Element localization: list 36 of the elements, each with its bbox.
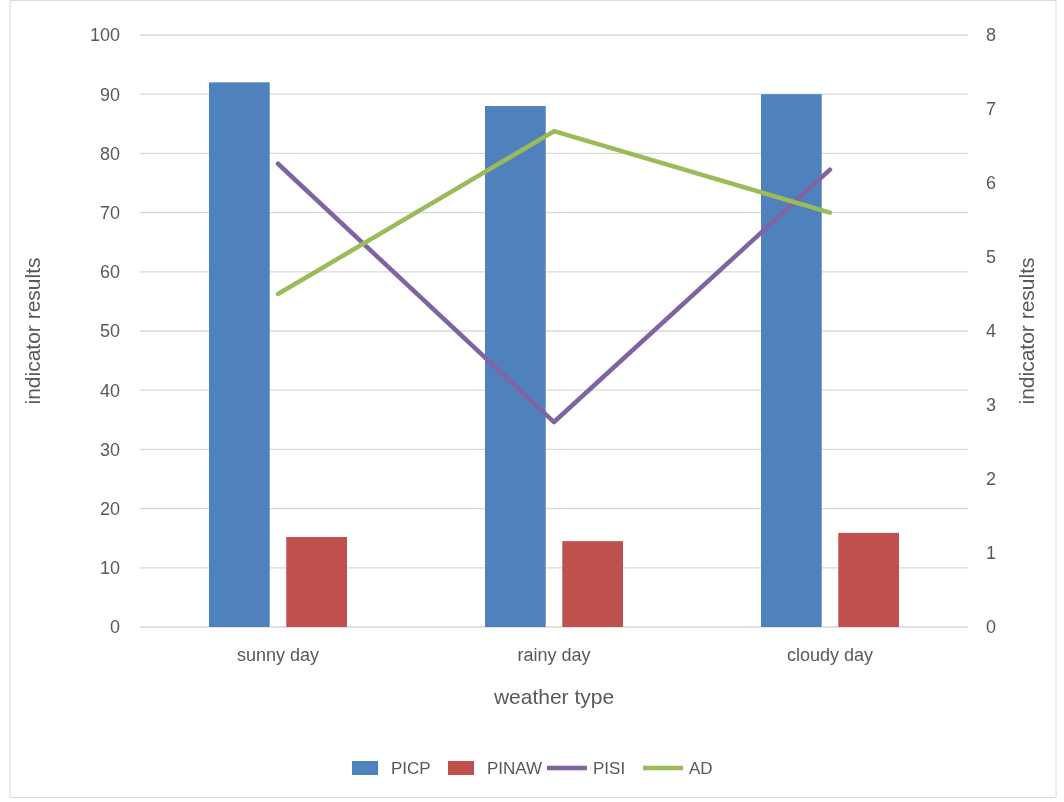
y2-tick-label: 4 — [986, 321, 997, 342]
y2-tick-label: 8 — [986, 25, 997, 46]
y-tick-label: 0 — [109, 617, 120, 638]
y2-tick-label: 5 — [986, 247, 997, 268]
y-tick-label: 80 — [99, 143, 120, 164]
y2-tick-label: 3 — [986, 395, 997, 416]
y2-tick-label: 1 — [986, 543, 997, 564]
legend-label: PISI — [593, 758, 626, 778]
y-tick-label: 50 — [99, 321, 120, 342]
bar — [562, 541, 623, 627]
y-tick-label: 70 — [99, 202, 120, 223]
y-axis-title: indicator results — [21, 257, 44, 405]
bar — [286, 537, 347, 627]
y2-tick-label: 7 — [986, 99, 997, 120]
y2-tick-label: 2 — [986, 469, 997, 490]
bar — [485, 106, 546, 627]
y2-axis-title: indicator results — [1015, 257, 1038, 405]
legend-label: PINAW — [487, 758, 543, 778]
y2-tick-label: 6 — [986, 173, 997, 194]
x-tick-label: sunny day — [236, 645, 320, 665]
y-tick-label: 20 — [99, 498, 120, 519]
x-tick-label: cloudy day — [786, 645, 874, 665]
y-tick-label: 10 — [99, 558, 120, 579]
y2-tick-label: 0 — [986, 617, 997, 638]
x-tick-label: rainy day — [517, 645, 591, 665]
legend-label: AD — [689, 758, 713, 778]
bar — [838, 532, 899, 627]
y-tick-label: 90 — [99, 84, 120, 105]
bar — [209, 82, 270, 627]
x-axis-title: weather type — [492, 685, 615, 708]
bar — [761, 94, 822, 627]
legend-label: PICP — [391, 758, 431, 778]
y-tick-label: 40 — [99, 380, 120, 401]
y-tick-label: 60 — [99, 262, 120, 283]
y-tick-label: 30 — [99, 439, 120, 460]
y-tick-label: 100 — [89, 25, 120, 46]
